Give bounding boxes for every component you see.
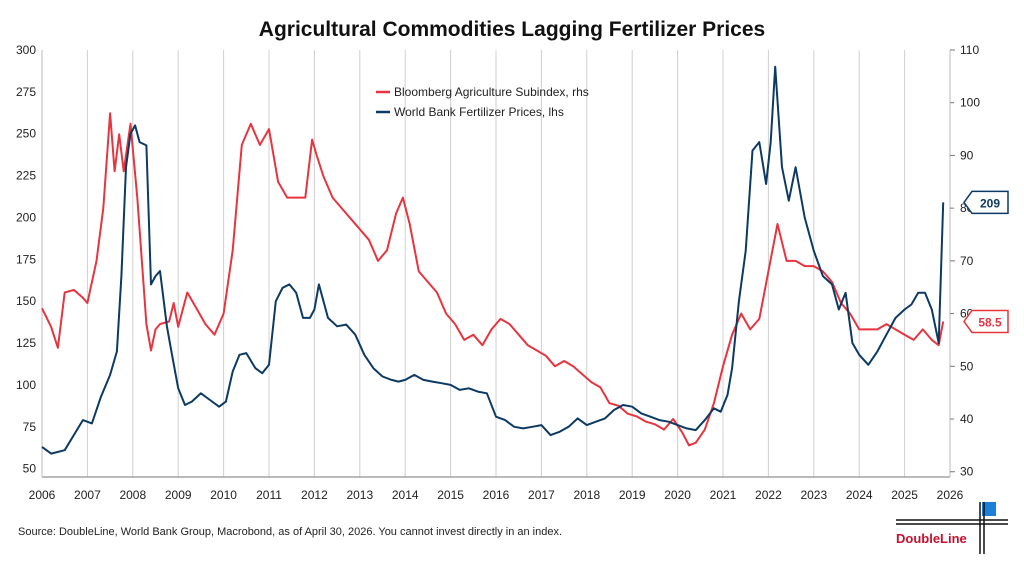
x-tick-label: 2009 [165, 488, 192, 502]
end-value-callout [963, 309, 1009, 334]
logo-wordmark: DoubleLine [896, 531, 967, 546]
x-tick-label: 2021 [710, 488, 737, 502]
left-tick-label: 250 [16, 127, 36, 141]
legend-label: Bloomberg Agriculture Subindex, rhs [394, 85, 589, 99]
x-tick-label: 2022 [755, 488, 782, 502]
x-tick-label: 2015 [437, 488, 464, 502]
end-value-label: 58.5 [978, 315, 1002, 329]
end-value-callout [963, 190, 1009, 215]
left-tick-label: 300 [16, 43, 36, 57]
x-tick-label: 2024 [846, 488, 873, 502]
x-tick-label: 2008 [119, 488, 146, 502]
left-tick-label: 100 [16, 378, 36, 392]
x-tick-label: 2020 [664, 488, 691, 502]
left-tick-label: 50 [23, 462, 37, 476]
series-line-fertilizer [41, 65, 945, 455]
right-tick-label: 40 [960, 412, 974, 426]
left-tick-label: 175 [16, 252, 36, 266]
x-tick-label: 2006 [29, 488, 56, 502]
x-tick-label: 2016 [483, 488, 510, 502]
left-tick-label: 225 [16, 169, 36, 183]
x-tick-label: 2011 [256, 488, 282, 502]
legend-label: World Bank Fertilizer Prices, lhs [394, 105, 564, 119]
right-tick-label: 50 [960, 359, 974, 373]
x-tick-label: 2012 [301, 488, 328, 502]
right-tick-label: 110 [960, 43, 979, 57]
x-tick-label: 2019 [619, 488, 646, 502]
chart-title: Agricultural Commodities Lagging Fertili… [258, 18, 766, 41]
x-tick-label: 2013 [346, 488, 373, 502]
left-tick-label: 75 [23, 420, 37, 434]
series-line-agriculture [41, 112, 945, 447]
source-note: Source: DoubleLine, World Bank Group, Ma… [18, 526, 563, 538]
right-tick-label: 30 [960, 465, 974, 479]
x-tick-label: 2010 [210, 488, 237, 502]
end-value-label: 209 [980, 196, 1000, 210]
doubleline-logo [896, 502, 1008, 554]
x-tick-label: 2025 [891, 488, 918, 502]
x-tick-label: 2014 [392, 488, 419, 502]
right-tick-label: 90 [960, 148, 974, 162]
left-tick-label: 150 [16, 294, 36, 308]
right-tick-label: 70 [960, 254, 974, 268]
x-tick-label: 2017 [528, 488, 555, 502]
x-tick-label: 2023 [800, 488, 827, 502]
x-tick-label: 2026 [937, 488, 964, 502]
left-tick-label: 200 [16, 210, 36, 224]
left-tick-label: 275 [16, 85, 36, 99]
x-tick-label: 2018 [573, 488, 600, 502]
right-tick-label: 100 [960, 96, 980, 110]
x-tick-label: 2007 [74, 488, 101, 502]
left-tick-label: 125 [16, 336, 36, 350]
